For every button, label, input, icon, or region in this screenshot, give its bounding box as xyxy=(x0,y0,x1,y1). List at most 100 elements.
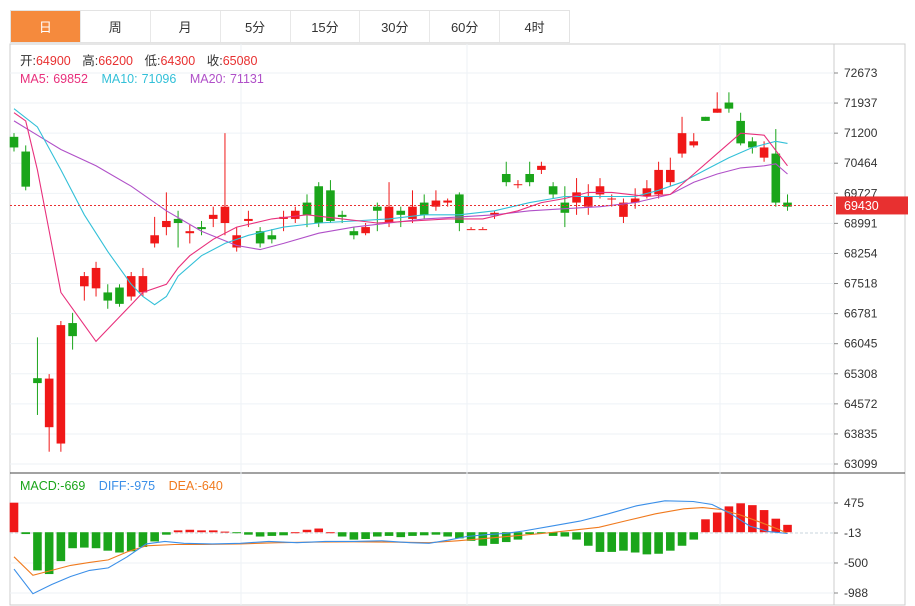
candle-body xyxy=(431,200,441,207)
macd-info: MACD:-669 DIFF:-975 DEA:-640 xyxy=(20,479,223,493)
macd-bar xyxy=(783,524,792,533)
macd-bar xyxy=(267,532,277,536)
candle-body xyxy=(56,325,66,444)
macd-bar xyxy=(771,518,781,533)
macd-bar xyxy=(68,532,77,549)
ohlc-info: 开:64900 高:66200 低:64300 收:65080 xyxy=(20,53,257,68)
macd-bar xyxy=(80,532,89,548)
tab-5[interactable]: 30分 xyxy=(360,11,431,42)
candle-body xyxy=(373,206,382,211)
macd-bar xyxy=(126,532,136,552)
macd-bar xyxy=(302,529,312,533)
macd-bar xyxy=(642,532,652,555)
macd-bar xyxy=(232,532,241,534)
candle-body xyxy=(771,153,781,203)
candle-body xyxy=(290,210,300,219)
candle-body xyxy=(255,231,265,244)
candle-body xyxy=(619,202,628,217)
macd-bar xyxy=(33,532,42,571)
candle-body xyxy=(68,323,77,337)
tab-6[interactable]: 60分 xyxy=(430,11,501,42)
price-tick-label: 68254 xyxy=(844,246,878,260)
macd-bar xyxy=(455,532,464,539)
candle-body xyxy=(783,202,792,207)
macd-bar xyxy=(185,529,195,533)
macd-bar xyxy=(44,532,54,575)
candle-body xyxy=(126,276,136,297)
candle-body xyxy=(103,292,113,301)
tab-7[interactable]: 4时 xyxy=(524,20,545,35)
macd-bar xyxy=(607,532,617,552)
candle-body xyxy=(115,287,124,304)
macd-bar xyxy=(419,532,429,536)
ma-lines-layer xyxy=(10,108,834,343)
tab-4[interactable]: 15分 xyxy=(291,11,361,42)
price-tick-label: 64572 xyxy=(844,397,878,411)
candle-body xyxy=(583,196,593,207)
macd-bar xyxy=(712,512,722,533)
macd-bar xyxy=(150,532,159,542)
candle-body xyxy=(232,235,241,248)
candle-body xyxy=(490,212,499,215)
candle-body xyxy=(361,227,370,234)
tab-3[interactable]: 5分 xyxy=(221,11,291,42)
candle-body xyxy=(208,214,218,219)
candle-body xyxy=(607,198,617,200)
candle-body xyxy=(759,147,769,158)
macd-bar xyxy=(572,532,581,540)
price-axis: 7267371937712007046469727689916825467518… xyxy=(834,66,908,600)
macd-bar xyxy=(197,530,206,533)
candle-body xyxy=(748,141,757,148)
macd-bar xyxy=(384,532,394,536)
tab-2[interactable]: 月 xyxy=(151,11,221,42)
candle-body xyxy=(466,229,476,231)
macd-bar xyxy=(279,532,288,536)
candle-body xyxy=(396,210,406,215)
candle-body xyxy=(501,173,511,183)
macd-bar xyxy=(56,532,66,562)
candle-body xyxy=(349,231,359,236)
macd-bar xyxy=(759,510,769,533)
candle-body xyxy=(138,276,148,293)
tab-1[interactable]: 周 xyxy=(81,11,151,42)
macd-bar xyxy=(748,505,757,533)
candle-body xyxy=(197,227,206,230)
candle-body xyxy=(666,169,675,183)
ma20-line xyxy=(13,120,788,251)
macd-bar xyxy=(443,532,452,537)
candle-body xyxy=(654,169,663,195)
candle-body xyxy=(525,173,534,183)
macd-bar xyxy=(103,532,113,551)
macd-bar xyxy=(337,532,347,537)
price-tick-label: 72673 xyxy=(844,66,878,80)
candle-body xyxy=(478,229,488,231)
candle-body xyxy=(548,186,558,195)
candle-body xyxy=(244,218,253,221)
macd-bar xyxy=(115,532,124,553)
macd-bar xyxy=(537,532,546,534)
candle-body xyxy=(689,141,699,146)
dea-line xyxy=(13,507,788,576)
candle-body xyxy=(21,151,31,187)
macd-bar xyxy=(630,532,640,553)
candle-body xyxy=(220,206,230,224)
macd-bar xyxy=(736,503,745,533)
macd-bar xyxy=(21,532,31,535)
macd-bar xyxy=(431,532,441,535)
candle-body xyxy=(185,231,195,234)
macd-bar xyxy=(326,532,335,534)
macd-bar xyxy=(220,531,230,533)
macd-bar xyxy=(9,502,19,533)
macd-bar xyxy=(314,528,324,533)
diff-line xyxy=(13,500,788,595)
price-tick-label: 71937 xyxy=(844,96,878,110)
macd-bar xyxy=(525,532,534,535)
price-tick-label: 71200 xyxy=(844,126,878,140)
macd-bar xyxy=(724,506,734,533)
macd-bar xyxy=(677,532,687,546)
tab-0[interactable]: 日 xyxy=(11,11,81,42)
ma-info: MA5: 69852 MA10: 71096 MA20: 71131 xyxy=(20,72,264,86)
macd-tick-label: 475 xyxy=(844,496,864,510)
candle-body xyxy=(9,136,19,148)
